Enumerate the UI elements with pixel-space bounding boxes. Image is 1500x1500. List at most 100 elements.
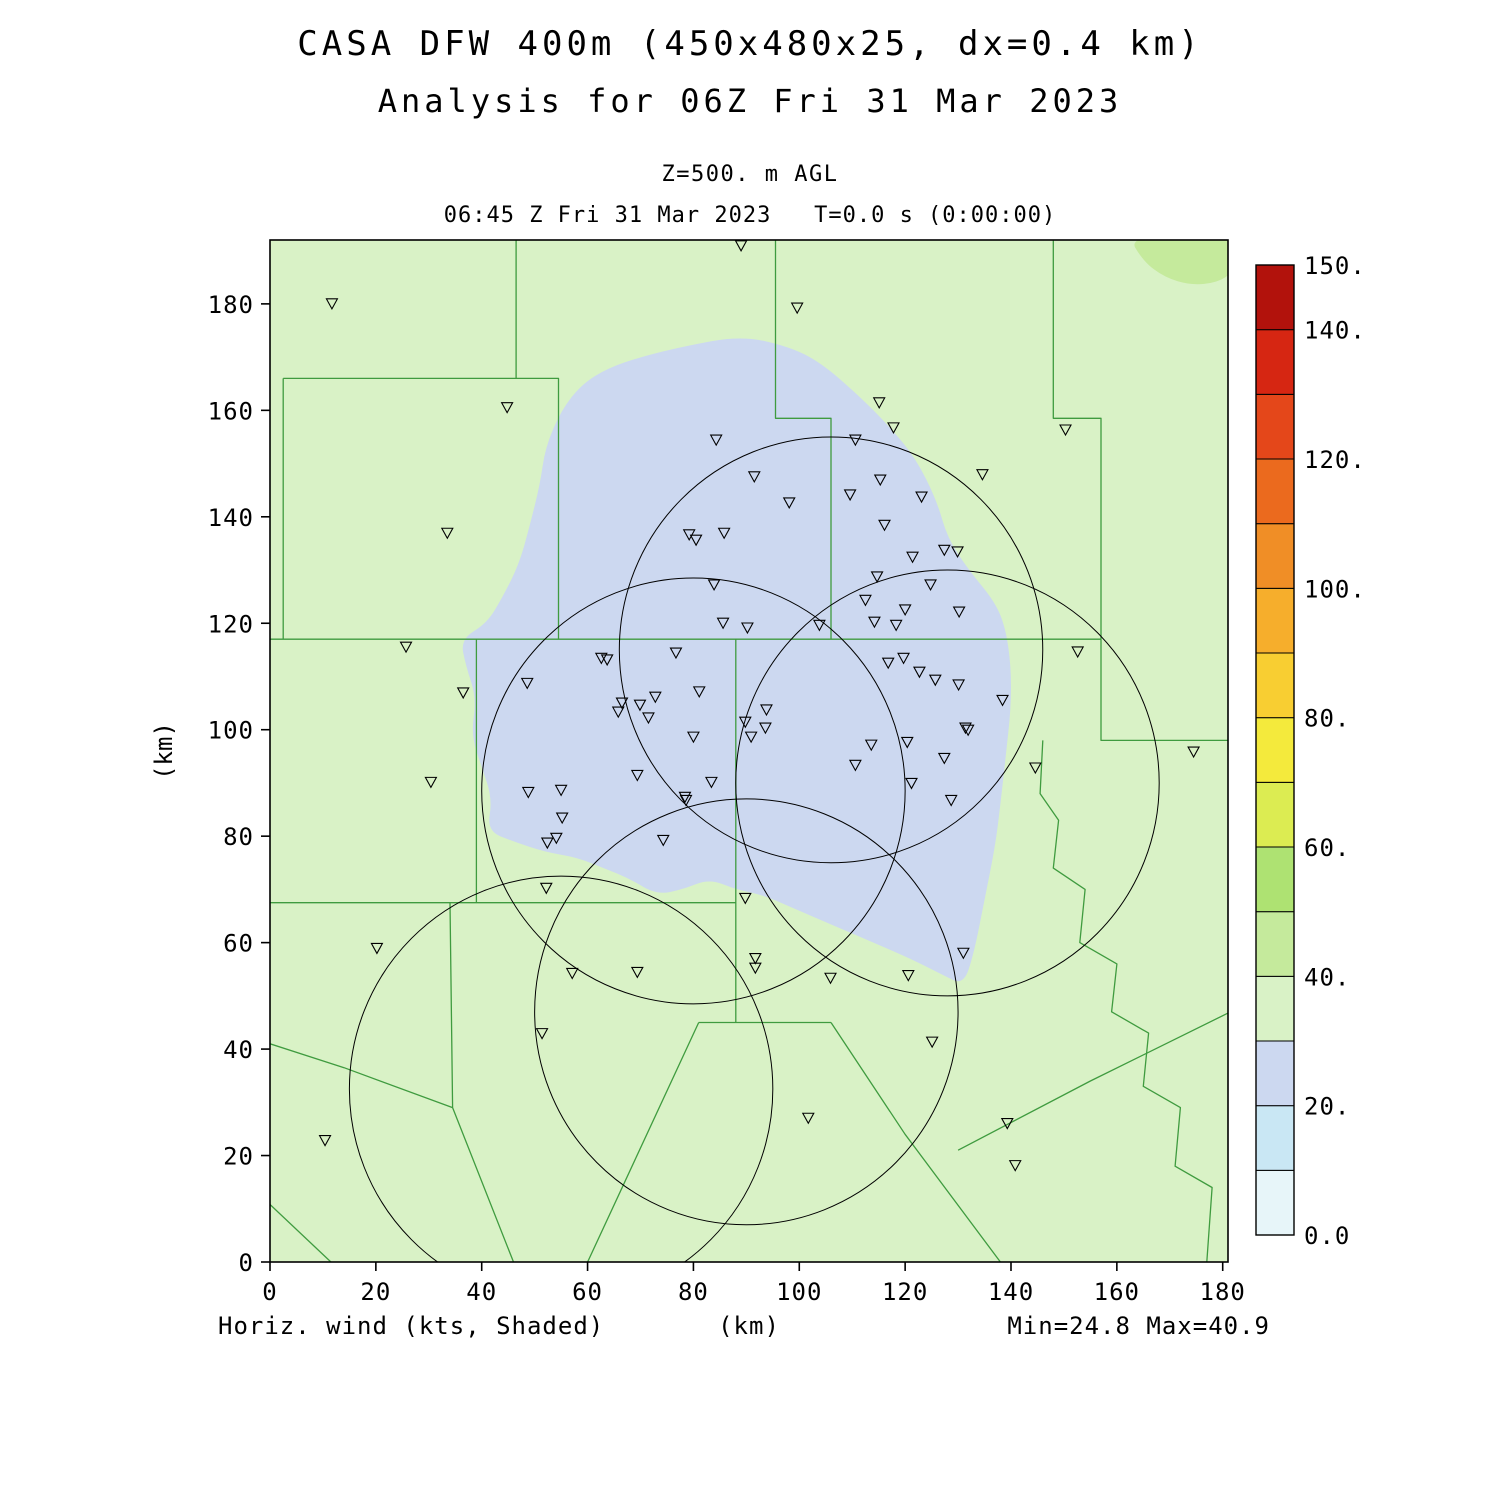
station-marker (648, 691, 662, 704)
station-marker (549, 832, 563, 845)
colorbar-segment (1255, 717, 1295, 783)
station-marker (843, 489, 857, 502)
station-marker (873, 474, 887, 487)
station-marker (952, 606, 966, 619)
colorbar-segment (1255, 1040, 1295, 1107)
station-marker (679, 794, 693, 807)
station-marker (912, 666, 926, 679)
county-boundary (1100, 639, 1228, 742)
county-boundary (270, 1204, 332, 1262)
colorbar-segment (1255, 911, 1295, 977)
county-boundary (270, 1043, 453, 1109)
county-boundary (1039, 740, 1213, 1262)
colorbar-segment (1255, 264, 1295, 331)
station-marker (748, 953, 762, 965)
station-marker (1071, 646, 1085, 659)
x-tick-label: 40 (466, 1278, 497, 1306)
station-marker (975, 469, 989, 481)
station-marker (633, 699, 647, 712)
x-tick-label: 20 (360, 1278, 391, 1306)
colorbar-tick-label: 80. (1304, 705, 1350, 733)
county-boundary (587, 1022, 700, 1262)
station-marker (642, 712, 655, 725)
station-marker (600, 654, 614, 667)
station-marker (928, 674, 942, 687)
station-marker (740, 622, 754, 635)
colorbar-tick-label: 40. (1304, 963, 1350, 991)
plot-subtitle: Analysis for 06Z Fri 31 Mar 2023 (377, 82, 1123, 120)
minmax-label: Min=24.8 Max=40.9 (1007, 1312, 1270, 1340)
station-marker (686, 731, 700, 744)
station-marker (848, 759, 862, 772)
station-marker (535, 1028, 549, 1040)
colorbar-tick-label: 100. (1304, 575, 1366, 603)
station-marker (744, 731, 758, 744)
station-marker (615, 697, 629, 710)
station-marker (554, 784, 568, 797)
station-marker (906, 551, 919, 564)
station-marker (748, 962, 762, 975)
station-marker (1008, 1160, 1022, 1172)
station-marker (758, 722, 772, 735)
station-marker (937, 544, 951, 557)
colorbar-segment (1255, 523, 1295, 589)
station-marker (456, 687, 470, 700)
station-marker (738, 892, 752, 905)
x-tick-label: 140 (988, 1278, 1034, 1306)
x-tick-label: 80 (678, 1278, 709, 1306)
station-marker (959, 722, 972, 735)
station-marker (824, 972, 837, 985)
station-marker (812, 619, 826, 632)
station-marker (782, 497, 796, 510)
colorbar-segment (1255, 1169, 1295, 1236)
map-area (270, 240, 1228, 1262)
y-tick-label: 160 (208, 397, 254, 425)
radar-range-ring (481, 577, 906, 1005)
station-marker (1187, 746, 1201, 759)
station-marker (872, 397, 886, 409)
y-tick-label: 20 (223, 1143, 254, 1171)
y-tick-label: 60 (223, 930, 254, 958)
station-marker (905, 777, 918, 790)
shaded-region-wind-20-30-kts (462, 338, 1011, 982)
station-marker (925, 1036, 939, 1049)
radar-range-ring (534, 798, 959, 1226)
station-marker (878, 519, 891, 532)
station-marker (848, 434, 862, 447)
level-label: Z=500. m AGL (661, 162, 839, 187)
y-tick-label: 40 (223, 1036, 254, 1064)
shaded-region-wind-40-50-kts (1134, 240, 1228, 285)
county-boundary (774, 240, 832, 640)
station-marker (868, 616, 881, 629)
plot-border (269, 239, 1229, 1263)
station-marker (961, 724, 975, 737)
station-marker (900, 736, 914, 749)
x-tick-label: 160 (1094, 1278, 1140, 1306)
x-tick-label: 120 (882, 1278, 928, 1306)
station-marker (864, 739, 878, 752)
valid-time-label: 06:45 Z Fri 31 Mar 2023 T=0.0 s (0:00:00… (443, 203, 1057, 228)
y-tick-label: 140 (208, 504, 254, 532)
station-marker (325, 298, 339, 310)
colorbar-border (1255, 264, 1295, 1236)
colorbar-tick-label: 20. (1304, 1093, 1350, 1121)
station-marker (881, 657, 895, 670)
radar-range-ring (735, 569, 1160, 997)
station-marker (370, 942, 384, 955)
station-marker (1059, 424, 1072, 437)
station-marker (898, 604, 912, 617)
station-marker (424, 776, 438, 789)
station-marker (859, 594, 872, 607)
radar-range-ring (618, 436, 1044, 864)
y-tick-label: 80 (223, 823, 254, 851)
station-marker (440, 527, 454, 540)
y-tick-label: 0 (239, 1249, 254, 1277)
county-boundary (830, 1022, 1001, 1262)
radar-range-ring (348, 875, 774, 1262)
x-axis-title: (km) (718, 1312, 780, 1340)
y-tick-label: 120 (208, 610, 254, 638)
colorbar-segment (1255, 975, 1295, 1042)
colorbar-segment (1255, 1105, 1295, 1171)
county-boundary (957, 1012, 1228, 1151)
station-marker (539, 882, 553, 895)
